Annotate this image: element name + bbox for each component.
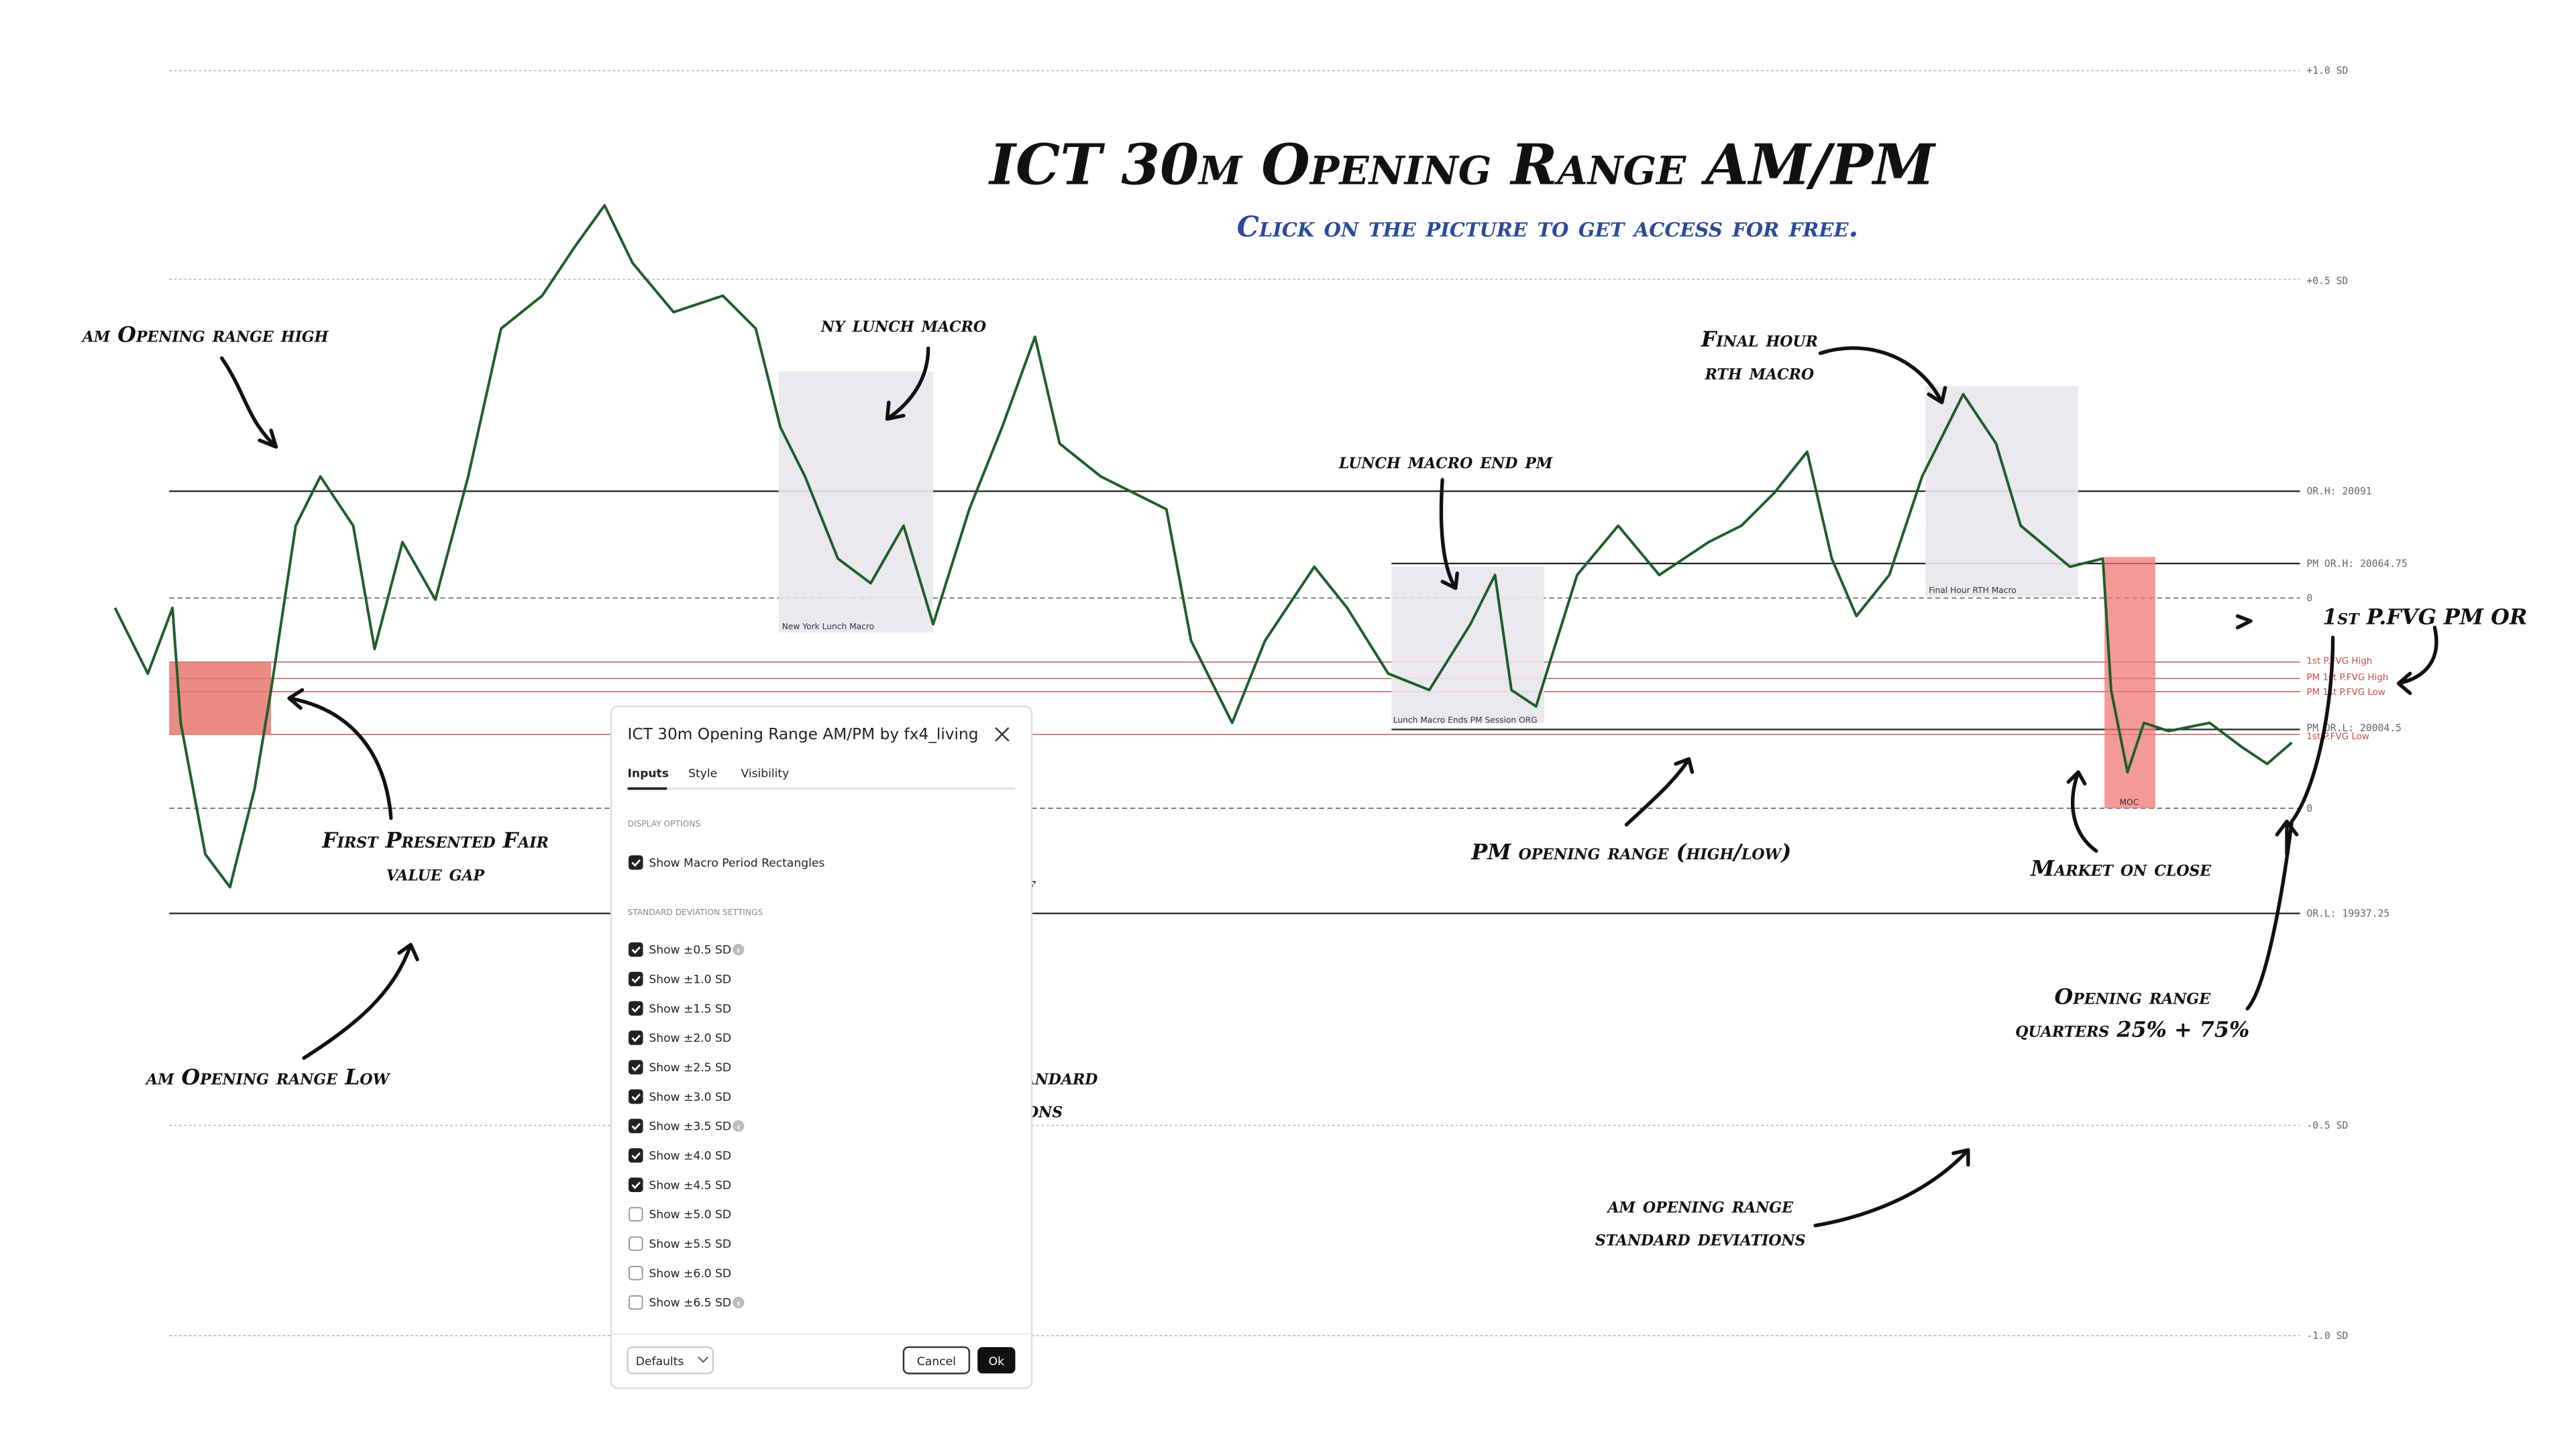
annotation: ny lunch macro — [820, 312, 986, 337]
dialog-panel — [610, 705, 1033, 1389]
level-label: PM OR.H: 20064.75 — [2306, 558, 2407, 570]
checkbox[interactable] — [628, 1177, 643, 1192]
tab[interactable]: Inputs — [628, 767, 669, 780]
checkbox[interactable] — [628, 1295, 643, 1310]
annotation: PM opening range (high/low) — [1470, 839, 1791, 865]
option-label: Show ±1.0 SD — [649, 973, 731, 986]
level-label: +0.5 SD — [2306, 276, 2348, 287]
box-label: New York Lunch Macro — [782, 622, 874, 631]
annotation: quarters 25% + 75% — [2015, 1016, 2249, 1042]
level-label: +1.0 SD — [2306, 65, 2348, 76]
checkmark — [631, 1152, 641, 1160]
level-label: 0 — [2306, 592, 2312, 604]
macro-box — [1925, 386, 2078, 596]
level-label: OR.L: 19937.25 — [2306, 908, 2390, 920]
option-label: Show ±2.0 SD — [649, 1032, 731, 1045]
option-label: Show ±4.5 SD — [649, 1179, 731, 1192]
checkmark — [631, 1034, 641, 1042]
option-label: Show ±6.0 SD — [649, 1267, 731, 1281]
checkmark — [631, 975, 641, 983]
title: ICT 30m Opening Range AM/PM — [988, 131, 1937, 197]
chevron — [698, 1356, 709, 1363]
annotation: 1st P.FVG PM OR — [2322, 604, 2527, 630]
option-label: Show ±5.0 SD — [649, 1208, 731, 1222]
level-label: PM OR.L: 20004.5 — [2306, 722, 2401, 734]
checkbox[interactable] — [628, 1001, 643, 1016]
annotation: am opening range — [1606, 1192, 1794, 1218]
annotation: Market on close — [2030, 855, 2212, 881]
levels: +1.0 SD +0.5 SD OR.H: 20091 PM OR.H: 20064.… — [169, 65, 2408, 1342]
box-label: Final Hour RTH Macro — [1929, 586, 2017, 595]
annotation: Opening range — [2055, 983, 2212, 1009]
subtitle[interactable]: Click on the picture to get access for f… — [1237, 211, 1858, 244]
annotation: lunch macro end pm — [1338, 448, 1553, 474]
option-label: Show ±4.0 SD — [649, 1149, 731, 1163]
moc-box — [2104, 557, 2156, 808]
option-label: Show ±5.5 SD — [649, 1238, 731, 1251]
defaults-label: Defaults — [636, 1355, 684, 1368]
section-title: DISPLAY OPTIONS — [628, 819, 701, 828]
option-label: Show ±3.0 SD — [649, 1091, 731, 1104]
level-label: PM 1st P.FVG Low — [2306, 688, 2385, 698]
option-label: Show ±0.5 SD — [649, 944, 731, 957]
level-label: 1st P.FVG High — [2306, 656, 2372, 666]
level-label: -1.0 SD — [2306, 1330, 2348, 1342]
annotation: First Presented Fair — [321, 828, 549, 853]
checkmark — [631, 1122, 641, 1130]
checkbox[interactable] — [628, 1118, 643, 1134]
ok-label: Ok — [989, 1355, 1004, 1368]
tab[interactable]: Style — [688, 767, 717, 780]
checkbox[interactable] — [628, 1265, 643, 1281]
box-label: MOC — [2120, 798, 2139, 807]
macro-box — [778, 371, 934, 633]
checkbox[interactable] — [628, 971, 643, 987]
level-label: -0.5 SD — [2306, 1120, 2348, 1131]
settings-dialog: ICT 30m Opening Range AM/PM by fx4_livin… — [610, 705, 1033, 1389]
tab[interactable]: Visibility — [741, 767, 789, 780]
checkbox[interactable] — [628, 1089, 643, 1104]
annotation: Final hour — [1701, 327, 1818, 352]
option-label: Show Macro Period Rectangles — [649, 857, 824, 870]
checkbox[interactable] — [628, 1030, 643, 1045]
option-label: Show ±2.5 SD — [649, 1061, 731, 1075]
ok-button[interactable] — [977, 1347, 1016, 1374]
annotation: am Opening range Low — [145, 1064, 391, 1089]
fvg-box — [169, 661, 272, 735]
checkmark — [631, 859, 641, 867]
option-label: Show ±6.5 SD — [649, 1297, 731, 1310]
checkbox[interactable] — [628, 855, 643, 870]
annotation: rth macro — [1705, 360, 1815, 385]
checkmark — [631, 946, 641, 954]
defaults-button[interactable] — [627, 1346, 714, 1375]
close-button[interactable] — [995, 727, 1010, 742]
level-label: 0 — [2306, 803, 2312, 814]
checkbox[interactable] — [628, 1148, 643, 1163]
checkbox[interactable] — [628, 1207, 643, 1222]
cancel-label: Cancel — [917, 1355, 956, 1368]
level-label: 1st P.FVG Low — [2306, 732, 2369, 742]
box-label: Lunch Macro Ends PM Session ORG — [1393, 716, 1538, 725]
checkbox[interactable] — [628, 942, 643, 957]
checkbox[interactable] — [628, 1060, 643, 1075]
checkmark — [631, 1005, 641, 1013]
section-title: STANDARD DEVIATION SETTINGS — [628, 908, 763, 917]
level-label: OR.H: 20091 — [2306, 486, 2371, 497]
option-label: Show ±1.5 SD — [649, 1002, 731, 1016]
cancel-button[interactable] — [902, 1346, 971, 1375]
macro-box — [1391, 566, 1545, 723]
checkmark — [631, 1181, 641, 1189]
checkmark — [631, 1093, 641, 1102]
annotation: am Opening range high — [81, 321, 329, 347]
checkmark — [631, 1064, 641, 1072]
annotation: value gap — [386, 861, 486, 886]
price-line — [113, 204, 2293, 889]
dialog-title: ICT 30m Opening Range AM/PM by fx4_livin… — [628, 725, 979, 743]
option-label: Show ±3.5 SD — [649, 1120, 731, 1134]
checkbox[interactable] — [628, 1236, 643, 1251]
level-label: PM 1st P.FVG High — [2306, 673, 2388, 683]
annotation: standard deviations — [1595, 1225, 1806, 1250]
